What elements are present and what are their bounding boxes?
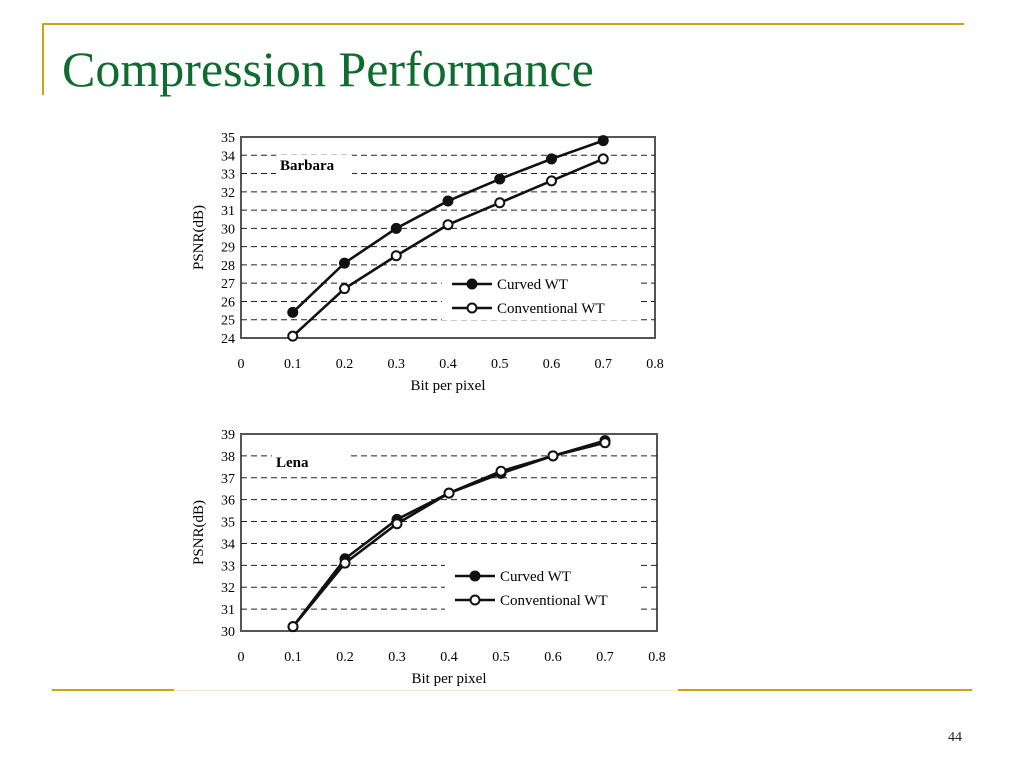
- y-tick-label: 31: [221, 603, 235, 618]
- data-point-curved-wt: [287, 306, 299, 318]
- legend-label: Curved WT: [500, 569, 571, 585]
- y-axis-label: PSNR(dB): [191, 205, 207, 270]
- data-point-conventional-wt: [547, 450, 559, 462]
- data-point-conventional-wt: [391, 518, 403, 530]
- x-tick-label: 0.7: [596, 650, 614, 665]
- x-tick-label: 0.1: [284, 357, 302, 372]
- chart-lena: 30 31 32 33 34 35 36 37 38 39 0 0.1 0.2 0.3 0.4 0.5 0.6 0…: [191, 428, 666, 687]
- data-point-curved-wt: [339, 257, 350, 269]
- bottom-rule-right: [678, 689, 972, 691]
- y-tick-label: 35: [221, 516, 235, 531]
- y-tick-label: 28: [221, 259, 235, 274]
- data-point-curved-wt: [546, 153, 557, 165]
- y-tick-label: 33: [221, 559, 235, 574]
- x-tick-label: 0.6: [544, 650, 562, 665]
- x-tick-label: 0: [238, 357, 245, 372]
- y-tick-label: 31: [221, 204, 235, 219]
- x-tick-label: 0.2: [336, 357, 354, 372]
- data-point-curved-wt: [597, 135, 609, 147]
- chart-barbara: 24 25 26 27 28 29 30 31 32 33 34 35 0 0.1 0.2 0.3 0.4 0.5…: [191, 131, 664, 394]
- y-tick-label: 34: [221, 537, 235, 552]
- data-point-conventional-wt: [287, 330, 299, 342]
- data-point-conventional-wt: [546, 175, 557, 187]
- x-tick-label: 0.3: [388, 650, 406, 665]
- top-rule: [42, 23, 964, 25]
- y-tick-label: 26: [221, 295, 235, 310]
- y-tick-label: 25: [221, 314, 235, 329]
- y-tick-label: 34: [221, 149, 235, 164]
- x-tick-label: 0.5: [492, 650, 510, 665]
- x-tick-label: 0.8: [646, 357, 664, 372]
- data-point-conventional-wt: [597, 153, 609, 165]
- y-tick-label: 27: [221, 277, 235, 292]
- legend-label: Conventional WT: [500, 593, 608, 609]
- x-tick-label: 0.4: [440, 650, 458, 665]
- legend-label: Curved WT: [497, 277, 568, 293]
- x-tick-label: 0.8: [648, 650, 666, 665]
- y-tick-label: 30: [221, 222, 235, 237]
- panel-label: Barbara: [280, 158, 335, 174]
- y-tick-label: 32: [221, 581, 235, 596]
- y-tick-label: 32: [221, 186, 235, 201]
- panel-label-bg: [272, 452, 348, 474]
- x-tick-label: 0.7: [595, 357, 613, 372]
- legend-marker: [466, 278, 478, 290]
- data-point-conventional-wt: [287, 621, 299, 633]
- y-tick-label: 38: [221, 450, 235, 465]
- legend-marker: [469, 594, 481, 606]
- data-point-conventional-wt: [339, 283, 350, 295]
- data-point-conventional-wt: [494, 197, 506, 209]
- data-point-conventional-wt: [495, 465, 507, 477]
- data-point-conventional-wt: [443, 487, 455, 499]
- bottom-rule-faded: [174, 690, 678, 691]
- data-point-conventional-wt: [599, 437, 611, 449]
- x-tick-label: 0.6: [543, 357, 561, 372]
- panel-label: Lena: [276, 455, 309, 471]
- data-point-conventional-wt: [339, 557, 351, 569]
- y-tick-label: 37: [221, 472, 235, 487]
- y-tick-label: 39: [221, 428, 235, 443]
- data-point-conventional-wt: [390, 250, 402, 262]
- bottom-rule-left: [52, 689, 174, 691]
- y-tick-label: 36: [221, 494, 235, 509]
- data-point-conventional-wt: [442, 219, 454, 231]
- legend-marker: [469, 570, 481, 582]
- legend-label: Conventional WT: [497, 301, 605, 317]
- y-tick-label: 35: [221, 131, 235, 146]
- x-tick-label: 0.5: [491, 357, 509, 372]
- page-number: 44: [948, 730, 962, 745]
- y-tick-label: 24: [221, 332, 235, 347]
- legend-marker: [466, 302, 478, 314]
- x-tick-label: 0: [238, 650, 245, 665]
- y-tick-label: 33: [221, 168, 235, 183]
- x-tick-label: 0.4: [439, 357, 457, 372]
- x-axis-label: Bit per pixel: [412, 671, 487, 687]
- slide-title: Compression Performance: [62, 41, 594, 97]
- x-tick-label: 0.2: [336, 650, 354, 665]
- y-tick-label: 29: [221, 241, 235, 256]
- y-axis-label: PSNR(dB): [191, 500, 207, 565]
- data-point-curved-wt: [442, 195, 454, 207]
- x-tick-label: 0.1: [284, 650, 302, 665]
- y-tick-label: 30: [221, 625, 235, 640]
- data-point-curved-wt: [390, 222, 402, 234]
- x-tick-label: 0.3: [388, 357, 406, 372]
- data-point-curved-wt: [494, 173, 506, 185]
- left-accent-bar: [42, 23, 44, 95]
- x-axis-label: Bit per pixel: [411, 378, 486, 394]
- panel-label-bg: [276, 155, 352, 177]
